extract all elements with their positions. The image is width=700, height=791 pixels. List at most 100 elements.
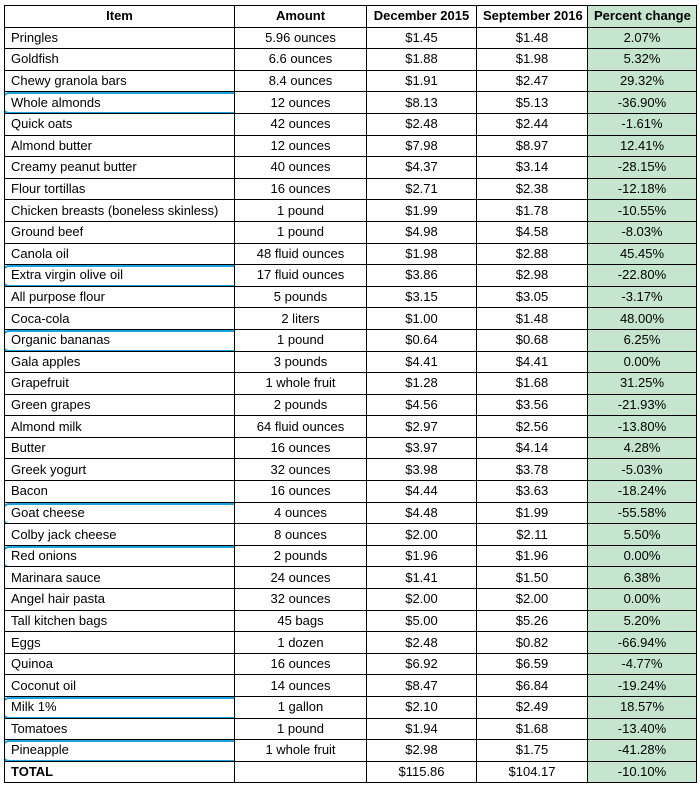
september-2016-price-cell: $2.98 xyxy=(476,264,588,287)
item-cell: Goat cheese xyxy=(4,501,235,525)
september-2016-price-cell: $5.26 xyxy=(476,609,588,633)
percent-change-cell: 45.45% xyxy=(587,242,697,266)
item-cell: Flour tortillas xyxy=(4,177,235,201)
amount-cell: 1 pound xyxy=(234,717,367,741)
percent-change-cell: -28.15% xyxy=(587,156,697,179)
september-2016-price-cell: $1.96 xyxy=(476,544,588,568)
item-cell: Red onions xyxy=(4,544,235,568)
table-row: Chewy granola bars 8.4 ounces $1.91 $2.47 29… xyxy=(4,69,697,93)
item-cell: Coca-cola xyxy=(4,307,235,330)
percent-change-cell: 12.41% xyxy=(587,134,697,158)
table-row: Green grapes 2 pounds $4.56 $3.56 -21.93% xyxy=(4,393,697,417)
item-cell: Almond butter xyxy=(4,134,235,158)
september-2016-price-cell: $0.82 xyxy=(476,631,588,654)
item-cell: Bacon xyxy=(4,480,235,503)
table-row: Angel hair pasta 32 ounces $2.00 $2.00 0.00% xyxy=(4,588,697,611)
item-cell: Quinoa xyxy=(4,652,235,676)
item-cell: Grapefruit xyxy=(4,372,235,395)
september-2016-price-cell: $1.68 xyxy=(476,717,588,741)
september-2016-price-cell: $2.56 xyxy=(476,415,588,438)
september-2016-price-cell: $6.59 xyxy=(476,652,588,676)
percent-change-cell: -55.58% xyxy=(587,501,697,525)
percent-change-cell: -1.61% xyxy=(587,112,697,136)
item-cell: Pringles xyxy=(4,26,235,50)
amount-cell: 1 whole fruit xyxy=(234,739,367,762)
amount-cell: 5.96 ounces xyxy=(234,26,367,50)
december-2015-price-cell: $2.48 xyxy=(366,631,477,654)
table-row: Grapefruit 1 whole fruit $1.28 $1.68 31.25% xyxy=(4,372,697,395)
percent-change-cell: -19.24% xyxy=(587,674,697,697)
item-cell: Organic bananas xyxy=(4,328,235,352)
percent-change-cell: 0.00% xyxy=(587,588,697,611)
grocery-price-table: Item Amount December 2015 September 2016… xyxy=(4,5,697,784)
september-2016-price-cell: $1.68 xyxy=(476,372,588,395)
table-row: Almond butter 12 ounces $7.98 $8.97 12.41% xyxy=(4,134,697,158)
amount-cell: 3 pounds xyxy=(234,350,367,374)
december-2015-price-cell: $4.44 xyxy=(366,480,477,503)
amount-cell: 42 ounces xyxy=(234,112,367,136)
item-cell: Green grapes xyxy=(4,393,235,417)
table-body: Pringles 5.96 ounces $1.45 $1.48 2.07% Goldfi… xyxy=(4,26,697,784)
amount-cell: 16 ounces xyxy=(234,480,367,503)
september-2016-price-cell: $2.11 xyxy=(476,523,588,546)
september-2016-price-cell: $2.44 xyxy=(476,112,588,136)
amount-cell: 1 dozen xyxy=(234,631,367,654)
december-2015-price-cell: $8.47 xyxy=(366,674,477,697)
table-row: Coca-cola 2 liters $1.00 $1.48 48.00% xyxy=(4,307,697,330)
amount-cell: 1 whole fruit xyxy=(234,372,367,395)
table-row: Pringles 5.96 ounces $1.45 $1.48 2.07% xyxy=(4,26,697,50)
percent-change-cell: 31.25% xyxy=(587,372,697,395)
item-cell: Colby jack cheese xyxy=(4,523,235,546)
september-2016-price-cell: $5.13 xyxy=(476,91,588,114)
item-cell: All purpose flour xyxy=(4,285,235,309)
september-2016-price-cell: $3.78 xyxy=(476,458,588,482)
item-cell: Milk 1% xyxy=(4,696,235,719)
percent-change-cell: 5.50% xyxy=(587,523,697,546)
amount-cell: 12 ounces xyxy=(234,134,367,158)
december-2015-price-cell: $5.00 xyxy=(366,609,477,633)
amount-cell: 16 ounces xyxy=(234,652,367,676)
percent-change-cell: -13.80% xyxy=(587,415,697,438)
table-row: Butter 16 ounces $3.97 $4.14 4.28% xyxy=(4,436,697,460)
item-cell: Angel hair pasta xyxy=(4,588,235,611)
table-row: Eggs 1 dozen $2.48 $0.82 -66.94% xyxy=(4,631,697,654)
percent-change-cell: 5.32% xyxy=(587,48,697,71)
percent-change-cell: 18.57% xyxy=(587,696,697,719)
december-2015-price-cell: $1.96 xyxy=(366,544,477,568)
percent-change-cell: -4.77% xyxy=(587,652,697,676)
december-2015-price-cell: $7.98 xyxy=(366,134,477,158)
amount-cell: 8.4 ounces xyxy=(234,69,367,93)
december-2015-price-cell: $3.15 xyxy=(366,285,477,309)
amount-cell: 1 gallon xyxy=(234,696,367,719)
amount-cell: 16 ounces xyxy=(234,177,367,201)
percent-change-cell: -10.55% xyxy=(587,199,697,222)
december-2015-price-cell: $3.98 xyxy=(366,458,477,482)
item-cell: Extra virgin olive oil xyxy=(4,264,235,287)
percent-change-cell: -5.03% xyxy=(587,458,697,482)
table-row: Quick oats 42 ounces $2.48 $2.44 -1.61% xyxy=(4,112,697,136)
december-2015-price-cell: $1.99 xyxy=(366,199,477,222)
percent-change-cell: -22.80% xyxy=(587,264,697,287)
table-row-highlighted: Extra virgin olive oil 17 fluid ounces $3.… xyxy=(4,264,697,287)
amount-cell: 1 pound xyxy=(234,220,367,244)
december-2015-price-cell: $2.97 xyxy=(366,415,477,438)
total-amount-cell xyxy=(234,760,367,784)
september-2016-price-cell: $3.05 xyxy=(476,285,588,309)
table-row: Tall kitchen bags 45 bags $5.00 $5.26 5.20% xyxy=(4,609,697,633)
amount-cell: 12 ounces xyxy=(234,91,367,114)
item-cell: Quick oats xyxy=(4,112,235,136)
item-cell: Canola oil xyxy=(4,242,235,266)
december-2015-price-cell: $1.94 xyxy=(366,717,477,741)
table-row-highlighted: Milk 1% 1 gallon $2.10 $2.49 18.57% xyxy=(4,696,697,719)
amount-cell: 2 pounds xyxy=(234,393,367,417)
table-row-highlighted: Pineapple 1 whole fruit $2.98 $1.75 -41.28% xyxy=(4,739,697,762)
percent-change-cell: -8.03% xyxy=(587,220,697,244)
table-row-highlighted: Organic bananas 1 pound $0.64 $0.68 6.25% xyxy=(4,328,697,352)
table-row: Ground beef 1 pound $4.98 $4.58 -8.03% xyxy=(4,220,697,244)
table-row-highlighted: Goat cheese 4 ounces $4.48 $1.99 -55.58% xyxy=(4,501,697,525)
amount-cell: 6.6 ounces xyxy=(234,48,367,71)
december-2015-price-cell: $2.48 xyxy=(366,112,477,136)
december-2015-price-cell: $3.97 xyxy=(366,436,477,460)
amount-cell: 4 ounces xyxy=(234,501,367,525)
december-2015-price-cell: $2.00 xyxy=(366,523,477,546)
